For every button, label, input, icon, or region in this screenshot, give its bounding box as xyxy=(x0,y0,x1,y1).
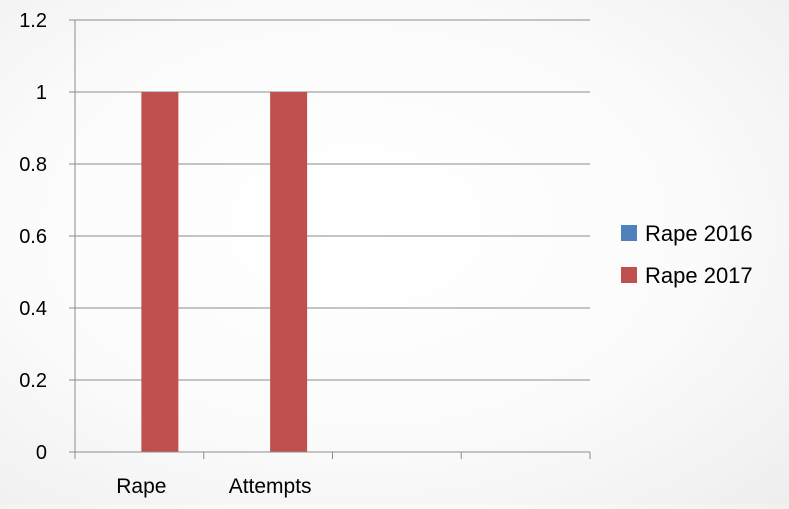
y-tick-label: 0.2 xyxy=(19,370,47,392)
legend-swatch xyxy=(621,225,637,241)
y-tick-label: 0.6 xyxy=(19,226,47,248)
y-tick-label: 0.8 xyxy=(19,154,47,176)
legend-swatch xyxy=(621,267,637,283)
bar xyxy=(141,92,179,452)
axes xyxy=(69,19,591,459)
bars xyxy=(141,92,308,452)
legend-label: Rape 2016 xyxy=(645,221,753,246)
x-tick-label: Attempts xyxy=(229,475,312,498)
y-tick-label: 1.2 xyxy=(19,10,47,32)
y-tick-label: 1 xyxy=(36,82,47,104)
bar xyxy=(270,92,308,452)
y-tick-label: 0.4 xyxy=(19,298,47,320)
legend-label: Rape 2017 xyxy=(645,263,753,288)
x-tick-label: Rape xyxy=(116,475,166,498)
tick-labels: 0 0.2 0.4 0.6 0.8 1 1.2 Rape Attempts xyxy=(19,10,311,498)
y-tick-label: 0 xyxy=(36,442,47,464)
legend: Rape 2016 Rape 2017 xyxy=(621,221,753,288)
